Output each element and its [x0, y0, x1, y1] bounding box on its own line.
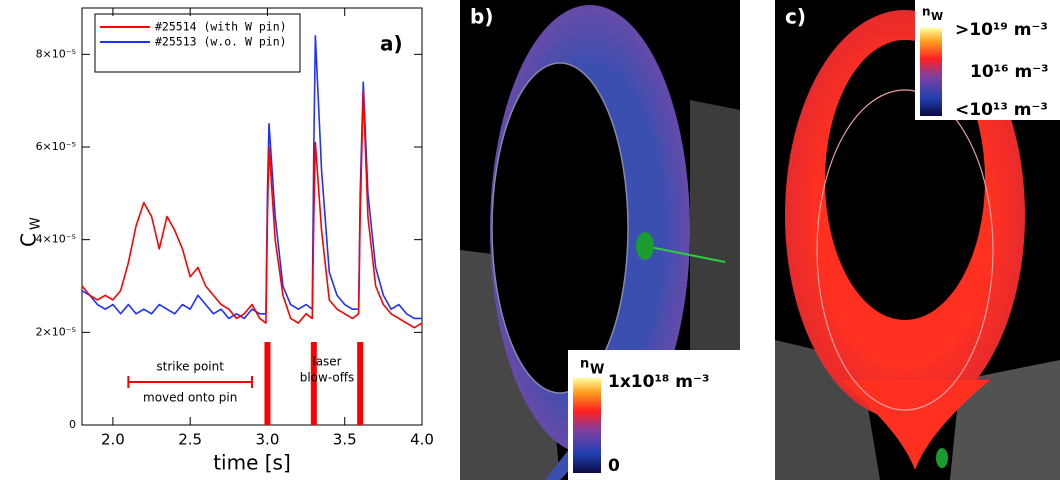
series-line — [81, 90, 423, 329]
y-label: C — [17, 233, 41, 247]
blowoff-marker — [357, 342, 364, 425]
pin-line — [644, 245, 726, 263]
blowoff-marker — [264, 342, 271, 425]
torus-edge — [816, 89, 994, 411]
colorbar-symbol: n — [922, 5, 931, 19]
annotation: moved onto pin — [143, 391, 237, 405]
colorbar-high: >10¹⁹ m⁻³ — [955, 20, 1048, 40]
x-tick-label: 4.0 — [410, 431, 434, 449]
annotation: blow-offs — [300, 371, 355, 385]
y-axis-title: C W — [17, 217, 44, 247]
colorbar — [573, 378, 601, 473]
colorbar-min: 0 — [608, 456, 620, 476]
colorbar-symbol-sub: W — [931, 10, 943, 23]
y-tick-label: 2×10⁻⁵ — [36, 325, 76, 338]
annotation: laser — [312, 355, 341, 369]
x-tick-label: 2.0 — [101, 431, 125, 449]
x-tick-label: 3.0 — [256, 431, 280, 449]
annotation: strike point — [156, 360, 224, 374]
panel-c: c) n W >10¹⁹ m⁻³ 10¹⁶ m⁻³ <10¹³ m⁻³ — [775, 0, 1060, 480]
panel-label: a) — [380, 32, 403, 56]
legend-label: #25514 (with W pin) — [155, 20, 287, 34]
legend-label: #25513 (w.o. W pin) — [155, 35, 287, 49]
plot-frame — [81, 7, 423, 426]
x-tick-label: 2.5 — [178, 431, 202, 449]
colorbar-low: <10¹³ m⁻³ — [955, 100, 1048, 120]
torus-hole — [491, 62, 629, 394]
colorbar-symbol: n — [580, 357, 589, 372]
colorbar — [920, 28, 942, 116]
x-tick-label: 3.5 — [333, 431, 357, 449]
w-pin — [636, 232, 654, 260]
y-tick-label: 0 — [69, 418, 76, 431]
x-axis-title: time [s] — [213, 451, 291, 475]
y-tick-label: 4×10⁻⁵ — [36, 233, 76, 246]
colorbar-mid: 10¹⁶ m⁻³ — [970, 62, 1049, 82]
colorbar-symbol-sub: W — [590, 363, 604, 378]
panel-label: c) — [785, 5, 806, 29]
y-tick-label: 6×10⁻⁵ — [36, 140, 76, 153]
w-pin — [936, 448, 948, 468]
panel-a: C W time [s] a) 0 2×10⁻⁵ 4×10⁻⁵ 6×10⁻⁵ 8×10⁻… — [17, 7, 434, 475]
panel-label: b) — [470, 5, 493, 29]
y-label-sub: W — [29, 217, 44, 230]
series-line — [81, 35, 422, 320]
y-tick-label: 8×10⁻⁵ — [36, 47, 76, 60]
blowoff-marker — [310, 342, 317, 425]
colorbar-max: 1x10¹⁸ m⁻³ — [608, 372, 709, 392]
panel-b: b) n W 1x10¹⁸ m⁻³ 0 — [460, 0, 740, 480]
